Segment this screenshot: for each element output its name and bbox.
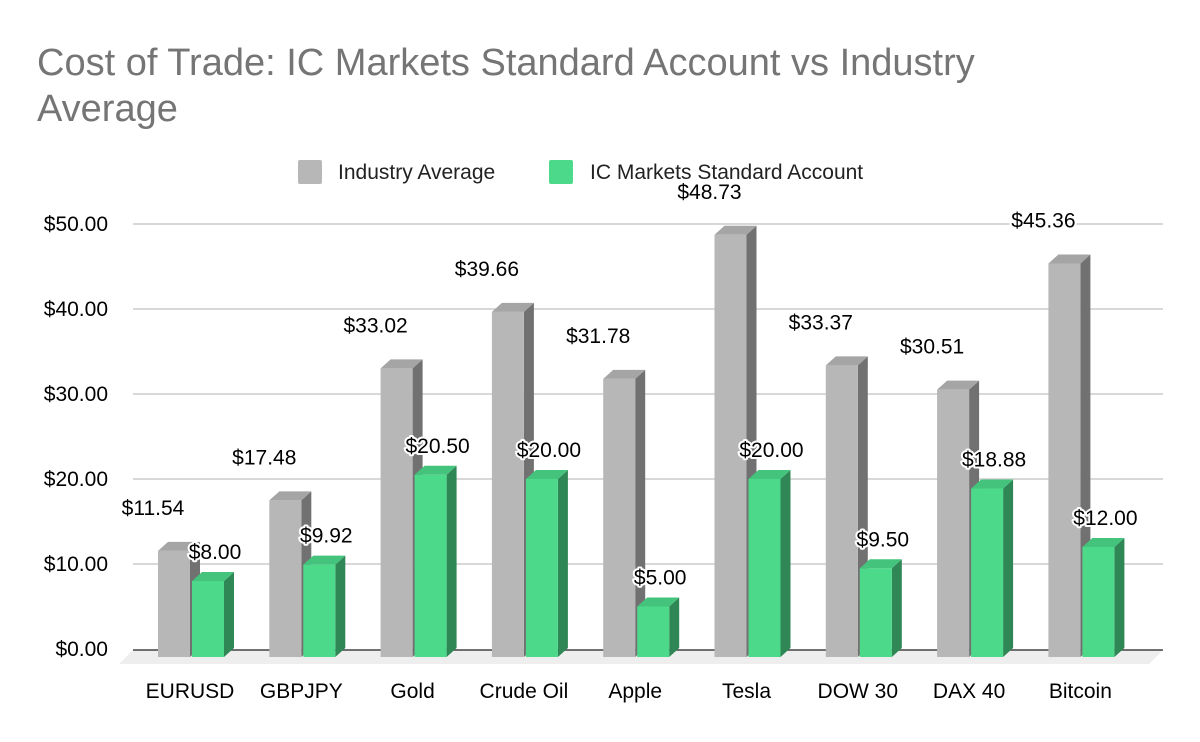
bar-top [748,470,791,479]
x-tick-label: DAX 40 [933,680,1005,703]
bar [937,389,970,657]
y-tick-label: $50.00 [44,213,108,236]
legend: Industry Average IC Markets Standard Acco… [298,160,863,184]
data-label: $30.51 [900,336,964,359]
bar-side [780,470,791,657]
bar-side [891,559,902,657]
legend-label: IC Markets Standard Account [590,161,863,184]
bar [269,500,302,657]
bar-top [380,359,423,369]
data-label: $20.00 [739,439,803,462]
bar-top [637,597,680,607]
bar [859,568,892,657]
bar [971,488,1004,657]
bar-top [714,225,757,235]
data-label: $9.50 [857,528,910,551]
x-tick-label: GBPJPY [260,680,343,703]
chart-title: Cost of Trade: IC Markets Standard Accou… [37,42,975,130]
bar-top [158,541,200,551]
bar [303,564,336,657]
legend-label: Industry Average [338,161,495,184]
legend-swatch [298,160,322,184]
bar-side [1114,538,1125,657]
bar-top [414,465,457,475]
bar-top [1082,538,1125,547]
data-label: $20.00 [517,439,581,462]
bar [525,479,558,657]
data-label: $31.78 [566,325,630,348]
data-label: $39.66 [455,258,519,281]
bar [714,234,747,658]
data-label: $12.00 [1073,507,1137,530]
data-label: $33.02 [343,314,407,337]
data-label: $48.73 [677,181,741,204]
y-tick-label: $20.00 [44,468,108,491]
y-tick-label: $30.00 [44,383,108,406]
data-label: $11.54 [122,497,185,520]
bar-top [491,302,534,312]
x-tick-label: Gold [390,680,434,703]
bar-top [192,572,234,581]
bar-side [669,597,680,657]
bar [491,311,524,657]
data-label: $33.37 [789,311,853,334]
bar-top [303,555,346,565]
x-tick-label: Bitcoin [1049,680,1112,703]
bar [158,550,190,657]
data-label: $5.00 [634,567,687,590]
x-tick-label: Apple [608,680,662,703]
data-label: $45.36 [1011,209,1075,232]
y-tick-label: $10.00 [44,553,108,576]
bar-side [224,572,234,657]
data-label: $18.88 [962,449,1026,472]
bar-side [1003,479,1014,657]
bar [825,365,858,657]
y-tick-label: $0.00 [55,638,108,661]
bar-side [335,555,346,657]
bar-top [971,479,1014,489]
x-tick-label: DOW 30 [818,680,899,703]
bar-top [1048,254,1091,264]
bar-side [557,470,568,657]
legend-swatch [549,160,573,184]
bar-top [269,491,312,501]
data-label: $9.92 [300,525,353,548]
data-label: $20.50 [405,435,469,458]
bars [158,225,1125,658]
y-tick-label: $40.00 [44,298,108,321]
bar [380,368,413,657]
bar [1048,263,1081,657]
bar-top [859,559,902,569]
bar [637,606,670,657]
x-tick-label: Crude Oil [480,680,569,703]
bar-top [525,470,568,479]
bar [192,581,224,657]
bar-side [446,465,457,657]
data-labels: $11.54$8.00 $17.48 $9.92 $33.02 $20.50 $39.66… [120,179,1140,592]
bar-top [603,369,646,379]
x-tick-label: EURUSD [146,680,235,703]
x-tick-label: Tesla [722,680,771,703]
bar [414,474,447,657]
axes: $0.00 $10.00 $20.00 $30.00 $40.00 $50.00 EURUS… [44,213,1112,703]
bar [1082,547,1115,657]
bar-top [937,380,980,390]
data-label: $17.48 [232,446,296,469]
bar-top [825,356,868,366]
bar-side [635,369,646,657]
bar [748,479,781,657]
data-label: $8.00 [189,541,242,564]
bar [603,378,636,657]
